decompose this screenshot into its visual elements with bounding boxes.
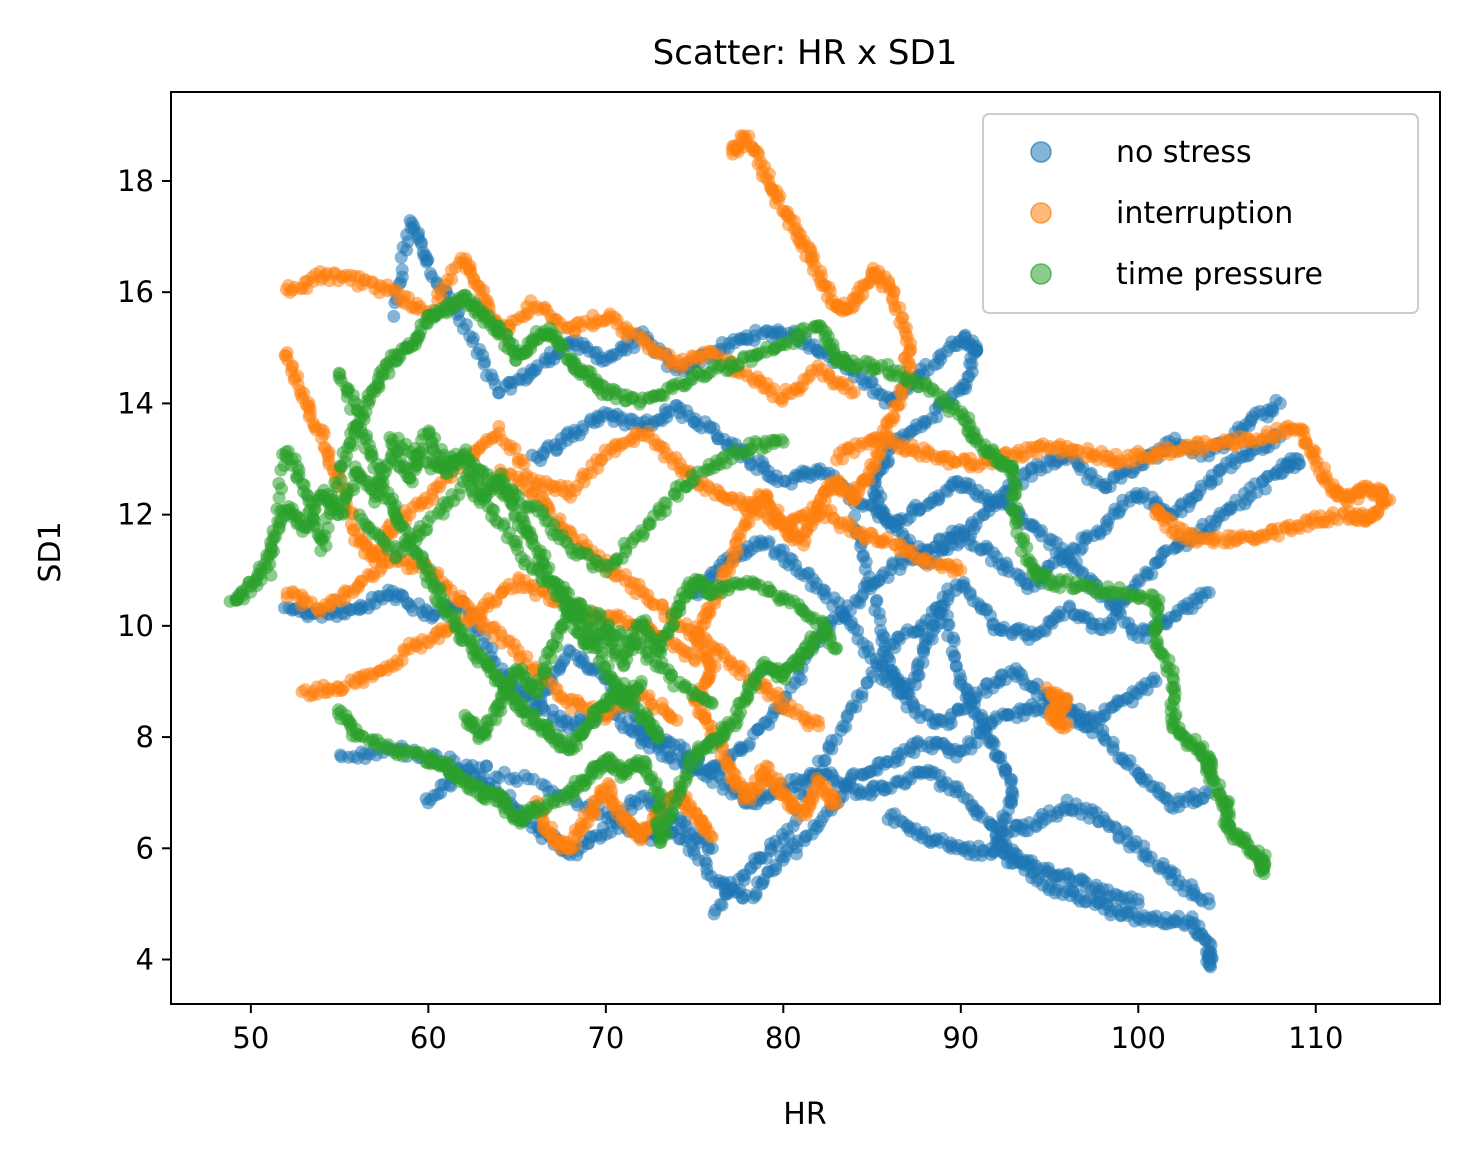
data-point [1144, 850, 1158, 864]
data-point [749, 886, 763, 900]
data-point [1202, 958, 1216, 972]
data-point [414, 235, 428, 249]
data-point [954, 563, 968, 577]
data-point [1131, 897, 1145, 911]
data-point [818, 753, 832, 767]
data-point [1273, 396, 1287, 410]
data-point [987, 737, 1001, 751]
data-point [705, 830, 719, 844]
data-point [847, 385, 861, 399]
data-point [1005, 773, 1019, 787]
data-point [812, 719, 826, 733]
data-point [1149, 675, 1163, 688]
data-point [932, 492, 946, 506]
data-point [395, 263, 409, 277]
data-point [1291, 452, 1305, 466]
plot-area [223, 129, 1397, 974]
data-point [1145, 567, 1159, 581]
data-point [1202, 586, 1216, 599]
data-point [421, 253, 435, 267]
chart-title: Scatter: HR x SD1 [653, 33, 958, 73]
data-point [670, 713, 684, 727]
data-point [477, 357, 491, 371]
data-point [772, 193, 786, 207]
data-point [1060, 719, 1074, 733]
data-point [970, 736, 984, 750]
data-point [1106, 740, 1120, 754]
data-point [762, 535, 776, 549]
data-point [1202, 897, 1216, 911]
data-point [942, 618, 956, 632]
data-point [387, 309, 401, 323]
data-point [830, 797, 844, 811]
data-point [705, 841, 719, 855]
data-point [688, 652, 702, 666]
data-point [1149, 502, 1163, 516]
